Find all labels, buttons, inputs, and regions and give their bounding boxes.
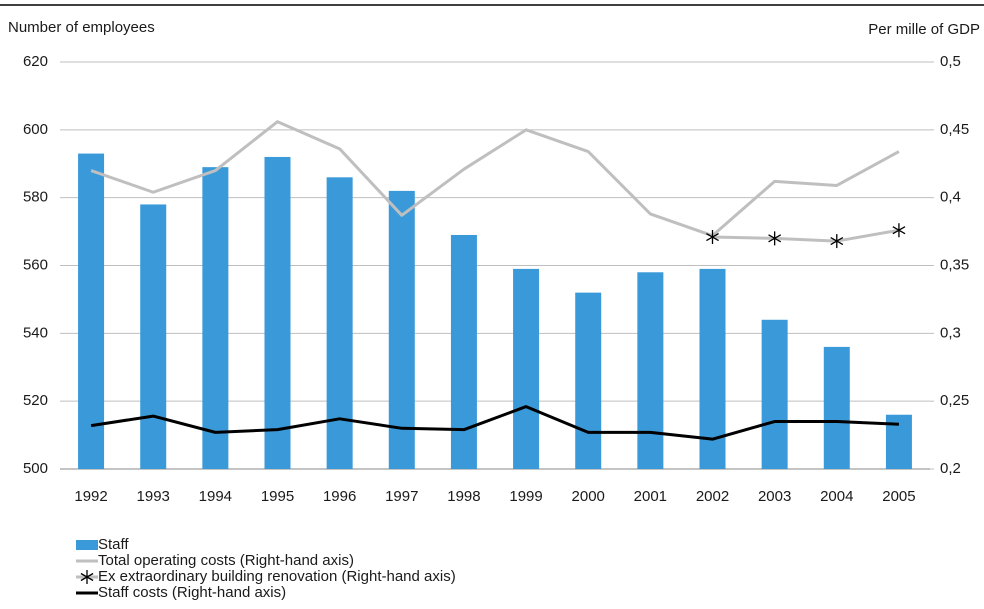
x-tick-label: 1998 [447, 488, 480, 505]
bar [761, 319, 788, 469]
legend-swatch [76, 540, 98, 550]
legend-label: Total operating costs (Right-hand axis) [98, 552, 354, 569]
bar [637, 272, 664, 469]
x-tick-label: 1996 [323, 488, 356, 505]
x-tick-label: 2005 [882, 488, 915, 505]
x-tick-label: 2004 [820, 488, 853, 505]
bar [575, 292, 602, 469]
marker [80, 570, 94, 584]
bar [823, 346, 850, 469]
marker-stroke [892, 226, 906, 235]
y2-tick-label: 0,25 [940, 392, 969, 409]
x-tick-label: 1999 [509, 488, 542, 505]
y2-tick-label: 0,2 [940, 460, 961, 477]
x-tick-label: 1997 [385, 488, 418, 505]
marker-stroke [830, 237, 844, 246]
x-tick-label: 2002 [696, 488, 729, 505]
x-tick-label: 2001 [634, 488, 667, 505]
y-axis-label: Number of employees [8, 19, 155, 36]
line [90, 120, 900, 238]
bar [140, 204, 167, 469]
y-tick-label: 600 [23, 121, 48, 138]
y-tick-label: 560 [23, 256, 48, 273]
bar [326, 177, 353, 470]
y2-tick-label: 0,3 [940, 324, 961, 341]
legend-label: Staff costs (Right-hand axis) [98, 584, 286, 601]
x-tick-label: 1992 [74, 488, 107, 505]
y-tick-label: 580 [23, 189, 48, 206]
line [90, 405, 899, 441]
x-tick-label: 1994 [199, 488, 232, 505]
x-tick-label: 2003 [758, 488, 791, 505]
legend-label: Ex extraordinary building renovation (Ri… [98, 568, 456, 585]
bar [202, 167, 229, 469]
y2-tick-label: 0,4 [940, 189, 961, 206]
marker [892, 223, 906, 238]
line [712, 228, 900, 243]
bar [450, 234, 477, 469]
y2-tick-label: 0,5 [940, 53, 961, 70]
x-tick-label: 1995 [261, 488, 294, 505]
bar [264, 156, 291, 469]
y2-tick-label: 0,35 [940, 256, 969, 273]
legend-label: Staff [98, 536, 129, 553]
y-tick-label: 500 [23, 460, 48, 477]
y-tick-label: 540 [23, 324, 48, 341]
y2-axis-label: Per mille of GDP [868, 21, 980, 38]
marker [768, 231, 782, 246]
bar [78, 153, 105, 469]
bar [388, 190, 415, 469]
y2-tick-label: 0,45 [940, 121, 969, 138]
marker [706, 230, 719, 245]
marker-stroke [80, 572, 94, 582]
y-tick-label: 520 [23, 392, 48, 409]
y-tick-label: 620 [23, 53, 48, 70]
x-tick-label: 1993 [137, 488, 170, 505]
marker [830, 234, 844, 249]
x-tick-label: 2000 [572, 488, 605, 505]
marker-stroke [768, 234, 782, 243]
bar [513, 268, 540, 469]
marker-stroke [706, 232, 719, 242]
